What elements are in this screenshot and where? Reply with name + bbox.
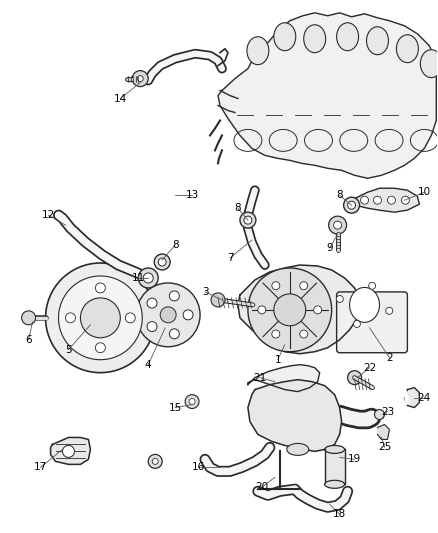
Text: 25: 25 (378, 442, 391, 453)
Circle shape (59, 276, 142, 360)
Ellipse shape (325, 480, 345, 488)
Text: 2: 2 (386, 353, 393, 363)
Text: 22: 22 (363, 362, 376, 373)
Text: 15: 15 (169, 402, 182, 413)
Text: 8: 8 (336, 190, 343, 200)
Circle shape (240, 212, 256, 228)
Circle shape (314, 306, 321, 314)
Circle shape (374, 409, 385, 419)
Circle shape (154, 254, 170, 270)
Circle shape (138, 268, 158, 288)
Circle shape (136, 283, 200, 347)
Text: 12: 12 (42, 210, 55, 220)
Circle shape (189, 399, 195, 405)
Polygon shape (378, 424, 389, 439)
Circle shape (300, 330, 308, 338)
Text: 14: 14 (114, 93, 127, 103)
Circle shape (401, 196, 410, 204)
Circle shape (274, 294, 306, 326)
Polygon shape (325, 449, 345, 484)
Text: 13: 13 (185, 190, 199, 200)
Text: 16: 16 (191, 462, 205, 472)
Circle shape (147, 298, 157, 308)
Circle shape (63, 446, 74, 457)
Circle shape (369, 282, 376, 289)
Circle shape (374, 196, 381, 204)
Ellipse shape (350, 287, 379, 322)
Circle shape (185, 394, 199, 409)
Ellipse shape (367, 27, 389, 55)
Text: 8: 8 (235, 203, 241, 213)
Text: 7: 7 (226, 253, 233, 263)
FancyBboxPatch shape (337, 292, 407, 353)
Ellipse shape (274, 23, 296, 51)
Circle shape (95, 283, 106, 293)
Polygon shape (248, 365, 320, 392)
Polygon shape (50, 438, 90, 464)
Text: 1: 1 (275, 354, 281, 365)
Circle shape (348, 370, 361, 385)
Circle shape (81, 298, 120, 338)
Text: 17: 17 (34, 462, 47, 472)
Circle shape (152, 458, 158, 464)
Circle shape (248, 268, 332, 352)
Text: 18: 18 (333, 509, 346, 519)
Circle shape (388, 196, 396, 204)
Circle shape (125, 313, 135, 323)
Circle shape (160, 307, 176, 323)
Ellipse shape (420, 50, 438, 78)
Circle shape (170, 329, 179, 339)
Circle shape (300, 282, 308, 289)
Text: 6: 6 (25, 335, 32, 345)
Circle shape (137, 76, 143, 82)
Text: 19: 19 (348, 455, 361, 464)
Circle shape (343, 197, 360, 213)
Circle shape (170, 291, 179, 301)
Circle shape (336, 295, 343, 302)
Circle shape (183, 310, 193, 320)
Circle shape (143, 273, 153, 283)
Circle shape (328, 216, 346, 234)
Circle shape (272, 330, 280, 338)
Circle shape (386, 308, 393, 314)
Text: 21: 21 (253, 373, 266, 383)
Circle shape (95, 343, 106, 353)
Text: 20: 20 (255, 482, 268, 492)
Circle shape (148, 455, 162, 469)
Ellipse shape (287, 443, 309, 455)
Polygon shape (353, 188, 419, 212)
Circle shape (334, 221, 342, 229)
Text: 23: 23 (381, 407, 394, 416)
Circle shape (158, 258, 166, 266)
Text: 10: 10 (418, 187, 431, 197)
Polygon shape (238, 265, 360, 354)
Text: 4: 4 (145, 360, 152, 370)
Circle shape (46, 263, 155, 373)
Circle shape (348, 201, 356, 209)
Polygon shape (218, 13, 436, 178)
Text: 9: 9 (326, 243, 333, 253)
Circle shape (244, 216, 252, 224)
Polygon shape (248, 379, 342, 451)
Ellipse shape (325, 446, 345, 454)
Text: 11: 11 (132, 273, 145, 283)
Circle shape (360, 196, 368, 204)
Circle shape (21, 311, 35, 325)
Ellipse shape (247, 37, 269, 64)
Ellipse shape (304, 25, 326, 53)
Circle shape (272, 282, 280, 289)
Ellipse shape (337, 23, 359, 51)
Text: 8: 8 (172, 240, 178, 250)
Circle shape (211, 293, 225, 307)
Ellipse shape (396, 35, 418, 63)
Circle shape (353, 320, 360, 327)
Text: 5: 5 (65, 345, 72, 355)
Polygon shape (404, 387, 419, 408)
Circle shape (66, 313, 75, 323)
Circle shape (132, 71, 148, 86)
Text: 3: 3 (202, 287, 208, 297)
Circle shape (147, 321, 157, 332)
Circle shape (258, 306, 266, 314)
Text: 24: 24 (418, 393, 431, 402)
